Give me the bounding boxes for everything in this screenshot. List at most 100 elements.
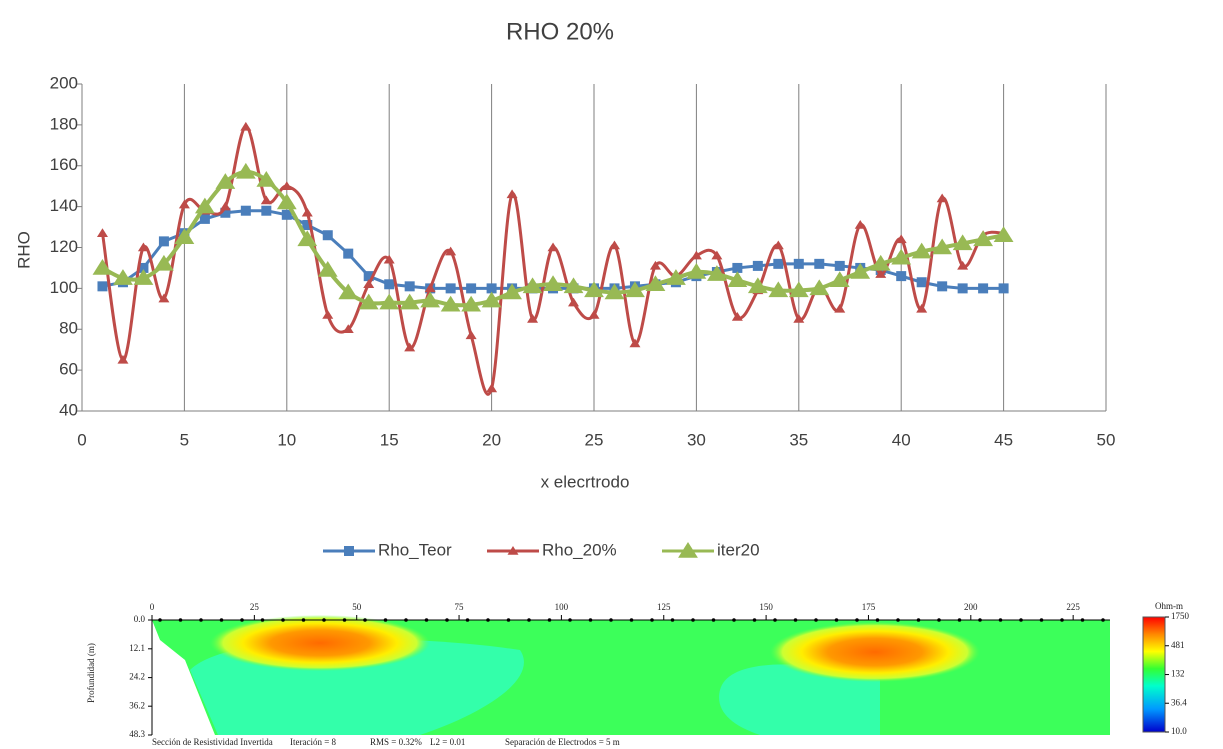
marker [850, 263, 871, 279]
marker [727, 271, 748, 287]
footer-text: L2 = 0.01 [430, 737, 465, 747]
marker [256, 171, 277, 187]
marker [404, 281, 415, 292]
marker [625, 281, 645, 298]
marker [993, 226, 1014, 242]
electrode [383, 618, 388, 622]
marker [154, 254, 174, 271]
marker [113, 269, 133, 285]
marker [96, 228, 108, 237]
marker [363, 279, 375, 289]
marker [952, 234, 973, 251]
marker [937, 281, 948, 292]
electrode [199, 618, 203, 622]
marker [220, 207, 231, 218]
marker [440, 295, 461, 312]
marker [420, 291, 441, 308]
marker [343, 248, 354, 259]
high-zone [210, 615, 430, 671]
marker [235, 162, 256, 179]
marker [588, 309, 600, 319]
marker [384, 279, 395, 290]
electrode [773, 618, 777, 622]
x-tick-label: 0 [77, 430, 86, 449]
marker [240, 121, 252, 131]
marker [424, 283, 436, 293]
marker [752, 260, 763, 271]
marker [379, 293, 400, 310]
marker [276, 193, 297, 210]
section-x-tick-label: 50 [352, 602, 362, 612]
electrode [404, 618, 408, 622]
marker [445, 246, 457, 256]
resistivity-section: Profundidad (m) Ohm-m 0 25 50 75 100 125 150 17… [86, 601, 1189, 747]
section-x-tick-label: 25 [250, 602, 260, 612]
marker [174, 228, 195, 245]
electrode [855, 618, 859, 622]
chart-title: RHO 20% [506, 18, 614, 45]
marker [773, 258, 784, 269]
marker [563, 277, 584, 294]
marker [527, 314, 539, 323]
electrode [178, 618, 183, 622]
section-x-tick-label: 75 [455, 602, 465, 612]
marker [507, 546, 519, 555]
marker [133, 269, 154, 285]
section-x-tick-label: 125 [657, 602, 671, 612]
y-tick-label: 140 [50, 196, 78, 215]
marker [383, 254, 395, 264]
marker [629, 338, 641, 348]
marker [829, 271, 850, 287]
marker [584, 281, 604, 298]
marker [568, 297, 580, 307]
electrode [158, 618, 162, 622]
x-tick-label: 45 [994, 430, 1013, 449]
marker [240, 205, 251, 216]
x-tick-label: 40 [892, 430, 911, 449]
marker [158, 236, 169, 247]
marker [260, 195, 272, 205]
x-tick-label: 25 [585, 430, 604, 449]
marker [998, 283, 1009, 294]
marker [502, 283, 522, 300]
electrode [1101, 618, 1105, 622]
electrode [527, 618, 531, 622]
x-axis-label: x elecrtrodo [541, 472, 630, 491]
electrode [1019, 618, 1023, 622]
legend-label: iter20 [717, 540, 760, 559]
marker [317, 260, 338, 277]
low-zone [719, 664, 880, 735]
electrode [506, 618, 511, 622]
x-tick-label: 30 [687, 430, 706, 449]
electrode [998, 618, 1003, 622]
depth-tick-label: 48.3 [129, 729, 145, 739]
marker [138, 262, 149, 273]
marker [445, 283, 456, 294]
marker [666, 269, 686, 285]
marker [302, 220, 313, 231]
color-bar [1142, 616, 1166, 733]
marker [678, 542, 698, 558]
marker [896, 271, 907, 282]
x-tick-label: 35 [789, 430, 808, 449]
marker [158, 293, 170, 303]
section-x-tick-label: 150 [759, 602, 773, 612]
y-tick-label: 200 [50, 73, 78, 92]
y-tick-label: 120 [50, 237, 78, 256]
marker [215, 173, 236, 189]
marker [732, 262, 743, 273]
marker [117, 354, 129, 364]
section-x-tick-label: 0 [150, 602, 155, 612]
marker [543, 275, 563, 292]
scale-label: 481 [1171, 640, 1185, 650]
electrode [322, 618, 326, 622]
plot: 0 5 10 15 20 25 30 35 40 45 50 40 60 80 100 120 140 160 18… [50, 73, 1116, 449]
electrode [465, 618, 470, 622]
marker [97, 281, 108, 292]
marker [466, 283, 477, 294]
x-tick-label: 10 [277, 430, 296, 449]
series-line [100, 125, 1004, 396]
y-tick-label: 40 [59, 400, 78, 419]
marker [809, 279, 830, 296]
y-axis-label: RHO [14, 231, 33, 269]
